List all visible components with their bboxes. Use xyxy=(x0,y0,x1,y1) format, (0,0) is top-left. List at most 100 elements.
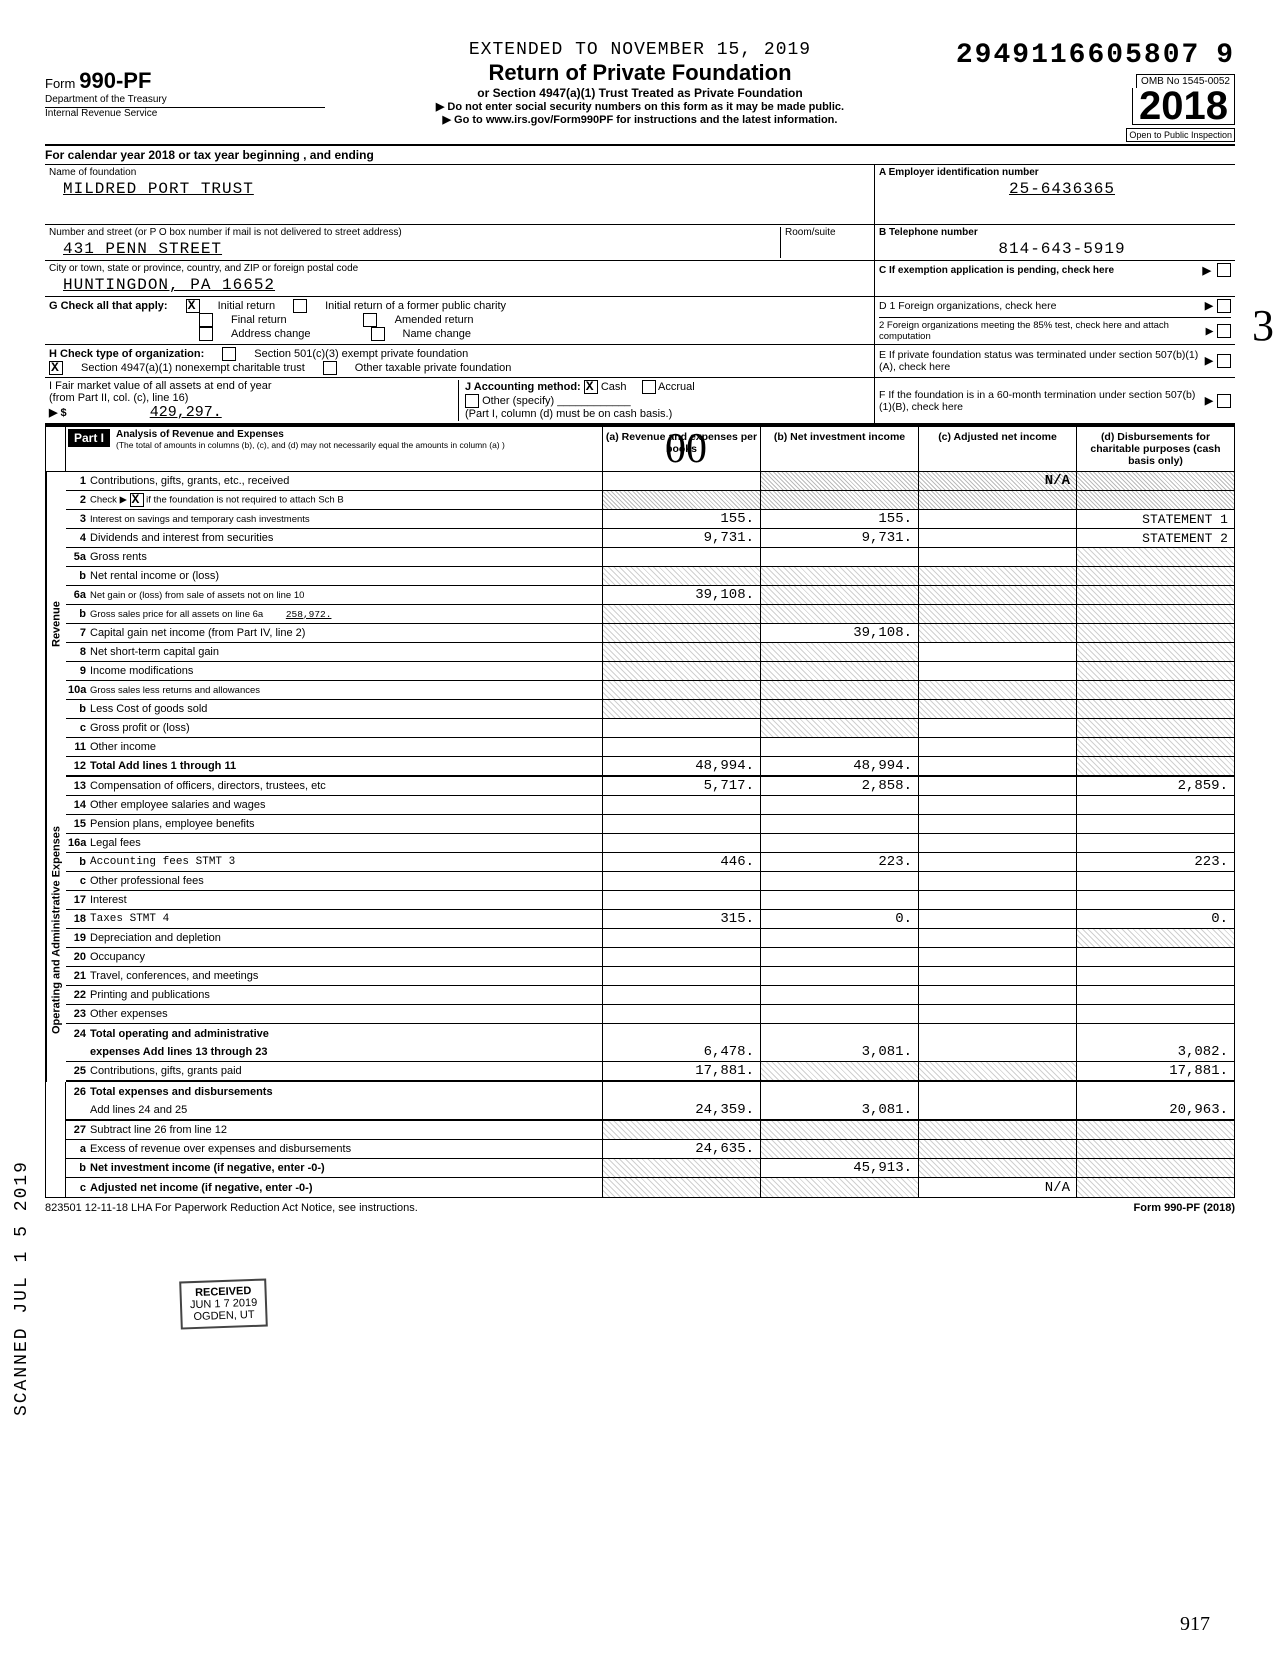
r27a-a: 24,635. xyxy=(602,1140,760,1158)
g-initial-former: Initial return of a former public charit… xyxy=(325,300,506,312)
r7-b: 39,108. xyxy=(760,624,918,642)
g-addrchange-checkbox[interactable] xyxy=(199,327,213,341)
header-center: EXTENDED TO NOVEMBER 15, 2019 Return of … xyxy=(325,40,955,126)
handwrite-00: 00 xyxy=(665,425,707,473)
line-14: Other employee salaries and wages xyxy=(90,799,265,811)
g-amended: Amended return xyxy=(395,314,474,326)
g-namechange: Name change xyxy=(403,328,472,340)
handwrite-pagenum: 917 xyxy=(1180,1613,1210,1636)
r4-a: 9,731. xyxy=(602,529,760,547)
line-10c: Gross profit or (loss) xyxy=(90,722,190,734)
h-other: Other taxable private foundation xyxy=(355,362,512,374)
instr-1: ▶ Do not enter social security numbers o… xyxy=(325,100,955,113)
ein: 25-6436365 xyxy=(879,178,1231,198)
line-3: Interest on savings and temporary cash i… xyxy=(90,514,310,525)
h-4947: Section 4947(a)(1) nonexempt charitable … xyxy=(81,362,305,374)
dept-irs: Internal Revenue Service xyxy=(45,108,325,121)
line-24b: expenses Add lines 13 through 23 xyxy=(90,1046,267,1058)
c-label: C If exemption application is pending, c… xyxy=(879,265,1197,276)
j-accrual-checkbox[interactable] xyxy=(642,380,656,394)
line-20: Occupancy xyxy=(90,951,145,963)
part1-subheading: (The total of amounts in columns (b), (c… xyxy=(116,440,505,450)
line-13: Compensation of officers, directors, tru… xyxy=(90,780,326,792)
addr-label: Number and street (or P O box number if … xyxy=(49,227,780,238)
i-from: (from Part II, col. (c), line 16) xyxy=(49,392,454,404)
foundation-name: MILDRED PORT TRUST xyxy=(49,178,870,198)
c-checkbox[interactable] xyxy=(1217,263,1231,277)
row-h-e: H Check type of organization: Section 50… xyxy=(45,345,1235,378)
j-other: Other (specify) xyxy=(482,395,554,407)
street-address: 431 PENN STREET xyxy=(49,238,780,258)
entity-info: Name of foundation MILDRED PORT TRUST Nu… xyxy=(45,165,1235,297)
h-other-checkbox[interactable] xyxy=(323,361,337,375)
arrow-icon: ▶ xyxy=(1205,355,1213,367)
r16b-d: 223. xyxy=(1076,853,1234,871)
line-6b: Gross sales price for all assets on line… xyxy=(90,609,331,620)
line-12: Total Add lines 1 through 11 xyxy=(90,760,236,772)
d1-checkbox[interactable] xyxy=(1217,299,1231,313)
r13-a: 5,717. xyxy=(602,777,760,795)
line-26b: Add lines 24 and 25 xyxy=(90,1104,187,1116)
j-other-checkbox[interactable] xyxy=(465,394,479,408)
line-19: Depreciation and depletion xyxy=(90,932,221,944)
line-6a: Net gain or (loss) from sale of assets n… xyxy=(90,590,304,601)
part1-heading: Analysis of Revenue and Expenses xyxy=(116,429,284,440)
line-9: Income modifications xyxy=(90,665,193,677)
line-22: Printing and publications xyxy=(90,989,210,1001)
line-27: Subtract line 26 from line 12 xyxy=(90,1124,227,1136)
r6a-a: 39,108. xyxy=(602,586,760,604)
form-header: Form 990-PF Department of the Treasury I… xyxy=(45,40,1235,142)
r3-d: STATEMENT 1 xyxy=(1076,510,1234,528)
g-initial-checkbox[interactable] xyxy=(186,299,200,313)
line-8: Net short-term capital gain xyxy=(90,646,219,658)
line-27c: Adjusted net income (if negative, enter … xyxy=(90,1182,312,1194)
r3-b: 155. xyxy=(760,510,918,528)
phone-label: B Telephone number xyxy=(879,227,1231,238)
dept-treasury: Department of the Treasury xyxy=(45,94,325,108)
footer-right: Form 990-PF (2018) xyxy=(1134,1202,1235,1214)
j-cash-checkbox[interactable] xyxy=(584,380,598,394)
line-2: Check ▶ if the foundation is not require… xyxy=(90,493,344,507)
line-15: Pension plans, employee benefits xyxy=(90,818,255,830)
g-final-checkbox[interactable] xyxy=(199,313,213,327)
part-1-table: Part I Analysis of Revenue and Expenses … xyxy=(45,425,1235,1198)
i-value: 429,297. xyxy=(150,404,222,421)
r16b-a: 446. xyxy=(602,853,760,871)
g-final: Final return xyxy=(231,314,287,326)
line-17: Interest xyxy=(90,894,127,906)
line-25: Contributions, gifts, grants paid xyxy=(90,1065,242,1077)
line-26: Total expenses and disbursements xyxy=(90,1086,273,1098)
line2-checkbox[interactable] xyxy=(130,493,144,507)
line-5a: Gross rents xyxy=(90,551,147,563)
h-501-checkbox[interactable] xyxy=(222,347,236,361)
summary-section: 26Total expenses and disbursements Add l… xyxy=(46,1082,1234,1197)
line-5b: Net rental income or (loss) xyxy=(90,570,219,582)
f-checkbox[interactable] xyxy=(1217,394,1231,408)
col-c-head: (c) Adjusted net income xyxy=(918,427,1076,471)
header-right: 2949116605807 9 OMB No 1545-0052 2018 Op… xyxy=(955,40,1235,142)
r27c-c: N/A xyxy=(918,1178,1076,1197)
r25-d: 17,881. xyxy=(1076,1062,1234,1080)
g-initial-former-checkbox[interactable] xyxy=(293,299,307,313)
g-amended-checkbox[interactable] xyxy=(363,313,377,327)
room-label: Room/suite xyxy=(785,227,870,238)
h-501: Section 501(c)(3) exempt private foundat… xyxy=(254,348,468,360)
line-16b: Accounting fees STMT 3 xyxy=(90,856,235,868)
h-4947-checkbox[interactable] xyxy=(49,361,63,375)
r4-d: STATEMENT 2 xyxy=(1076,529,1234,547)
g-initial: Initial return xyxy=(218,300,275,312)
e-checkbox[interactable] xyxy=(1217,354,1231,368)
r27b-b: 45,913. xyxy=(760,1159,918,1177)
instr-2: ▶ Go to www.irs.gov/Form990PF for instru… xyxy=(325,113,955,126)
line-18: Taxes STMT 4 xyxy=(90,913,169,925)
dln: 2949116605807 xyxy=(956,40,1200,71)
f-label: F If the foundation is in a 60-month ter… xyxy=(879,389,1201,413)
line-11: Other income xyxy=(90,741,156,753)
form-page: Form 990-PF Department of the Treasury I… xyxy=(0,0,1280,1238)
d2-checkbox[interactable] xyxy=(1217,324,1231,338)
handwrite-3: 3 xyxy=(1252,300,1274,351)
footer-left: 823501 12-11-18 LHA For Paperwork Reduct… xyxy=(45,1202,418,1214)
j-basis: (Part I, column (d) must be on cash basi… xyxy=(465,408,870,420)
arrow-icon: ▶ xyxy=(1203,264,1211,277)
g-namechange-checkbox[interactable] xyxy=(371,327,385,341)
